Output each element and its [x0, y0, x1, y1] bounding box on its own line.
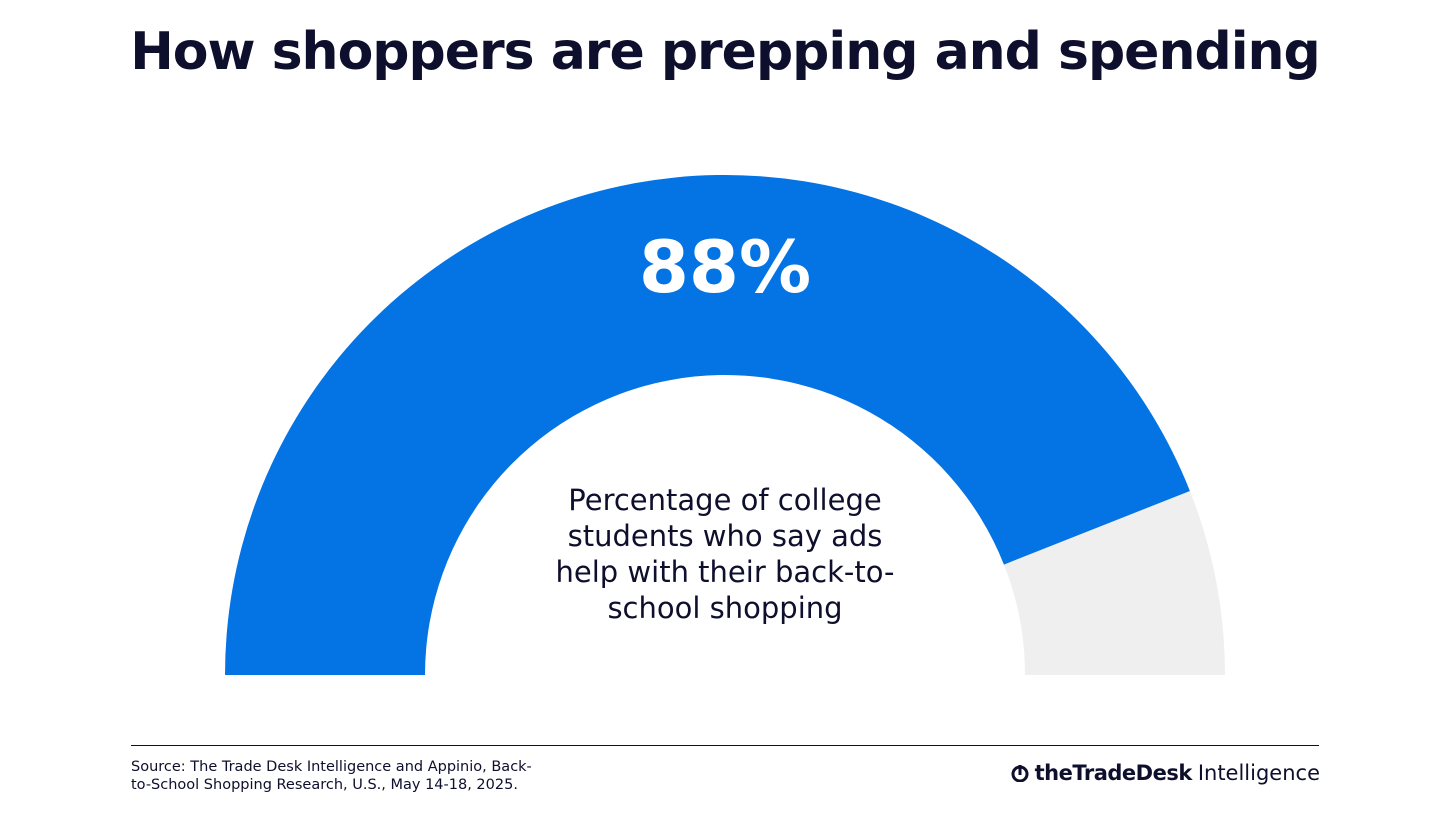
- brand-icon: [1011, 765, 1029, 782]
- value-label: 88%: [638, 225, 812, 309]
- gauge-value: [225, 175, 1190, 676]
- brand-name: theTradeDesk: [1034, 761, 1193, 785]
- caption: Percentage of college students who say a…: [555, 483, 895, 625]
- brand-suffix: Intelligence: [1197, 761, 1320, 785]
- brand-logo: theTradeDesk Intelligence: [1011, 761, 1320, 785]
- source: Source: The Trade Desk Intelligence and …: [131, 759, 532, 793]
- gauge-track: [1003, 490, 1225, 675]
- chart-title: How shoppers are prepping and spending: [130, 22, 1321, 82]
